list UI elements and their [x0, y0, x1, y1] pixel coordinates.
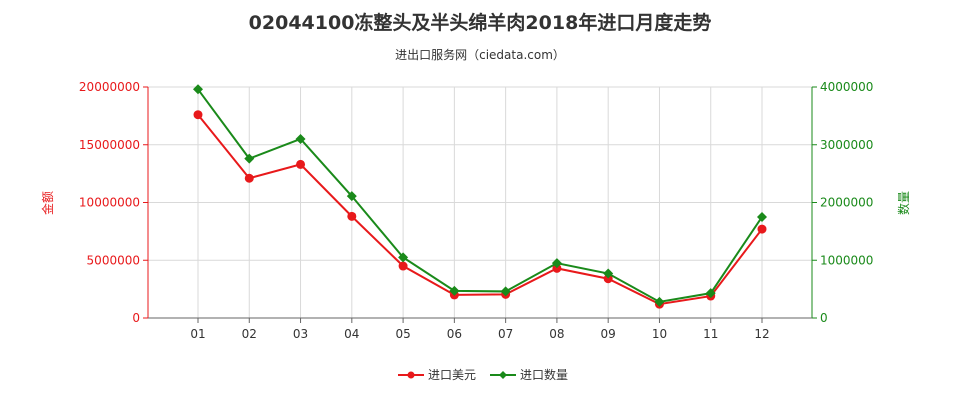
data-point-series-1	[296, 159, 306, 169]
right-tick-label: 4000000	[820, 80, 873, 94]
data-point-series-1	[552, 263, 562, 273]
x-tick-label: 06	[447, 327, 462, 341]
x-tick-label: 08	[549, 327, 564, 341]
chart-title: 02044100冻整头及半头绵羊肉2018年进口月度走势	[248, 12, 712, 34]
data-point-series-1	[398, 261, 408, 271]
x-axis-ticks: 01 02 03 04 05 06 07 08 09 10 11 12	[190, 327, 769, 341]
x-tick-label: 12	[754, 327, 769, 341]
right-tick-label: 3000000	[820, 138, 873, 152]
legend-marker-1	[407, 371, 415, 379]
data-point-series-1	[244, 173, 254, 183]
left-tick-label: 15000000	[79, 138, 140, 152]
legend-label-1: 进口美元	[428, 368, 476, 382]
x-tick-label: 10	[652, 327, 667, 341]
data-point-series-1	[193, 110, 203, 120]
right-tick-label: 2000000	[820, 196, 873, 210]
series-layer	[193, 84, 767, 309]
data-point-series-2	[500, 286, 511, 297]
left-tick-label: 0	[132, 311, 140, 325]
x-tick-label: 05	[395, 327, 410, 341]
data-point-series-2	[654, 296, 665, 307]
left-axis-label: 金额	[40, 191, 55, 215]
left-tick-label: 5000000	[87, 253, 140, 267]
data-point-series-2	[346, 191, 357, 202]
x-tick-label: 03	[293, 327, 308, 341]
data-point-series-1	[347, 211, 357, 221]
x-tick-label: 07	[498, 327, 513, 341]
left-tick-label: 20000000	[79, 80, 140, 94]
x-tick-label: 11	[703, 327, 718, 341]
series-line-1	[197, 114, 763, 306]
x-tick-label: 01	[190, 327, 205, 341]
x-tick-label: 02	[242, 327, 257, 341]
data-point-series-2	[244, 153, 255, 164]
right-tick-label: 1000000	[820, 253, 873, 267]
grid-lines	[148, 86, 812, 319]
data-point-series-2	[193, 84, 203, 95]
right-axis-ticks: 0 1000000 2000000 3000000 4000000	[820, 80, 873, 325]
data-point-series-1	[757, 224, 767, 234]
legend-marker-2	[499, 371, 507, 379]
legend: 进口美元 进口数量	[398, 367, 568, 382]
series-line-2	[197, 88, 763, 303]
x-tick-label: 09	[601, 327, 616, 341]
data-point-series-2	[551, 258, 562, 269]
data-point-series-2	[705, 288, 716, 299]
data-point-series-2	[295, 133, 306, 144]
data-point-series-2	[603, 268, 614, 279]
left-tick-label: 10000000	[79, 196, 140, 210]
legend-label-2: 进口数量	[520, 367, 568, 382]
right-tick-label: 0	[820, 311, 828, 325]
chart-subtitle: 进出口服务网（ciedata.com）	[395, 48, 565, 62]
x-tick-label: 04	[344, 327, 359, 341]
right-axis-label: 数量	[896, 191, 911, 215]
data-point-series-2	[757, 211, 767, 222]
data-point-series-2	[398, 252, 409, 263]
data-point-series-2	[449, 285, 460, 296]
left-axis-ticks: 0 5000000 10000000 15000000 20000000	[79, 80, 140, 325]
axes	[143, 86, 817, 323]
data-point-series-1	[603, 274, 613, 284]
